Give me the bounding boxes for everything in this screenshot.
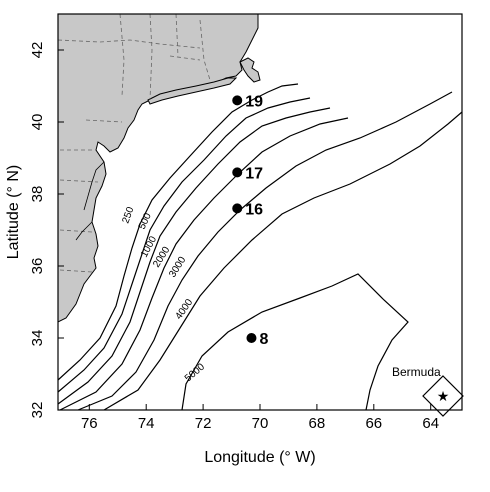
y-tick-label: 38: [29, 186, 46, 203]
isobath-500: [57, 97, 311, 393]
station-label: 17: [245, 165, 263, 182]
x-axis-ticks: 76 74 72 70 68 66 64: [81, 404, 439, 432]
bermuda-box: [422, 375, 464, 417]
isobath-contours: [57, 83, 463, 411]
x-tick-label: 64: [422, 415, 439, 432]
isobath-1000: [57, 107, 331, 405]
x-tick-label: 72: [195, 415, 212, 432]
y-tick-label: 40: [29, 114, 46, 131]
y-tick-label: 34: [29, 330, 46, 347]
isobath-5000: [181, 273, 409, 411]
bay-lines: [75, 161, 105, 241]
x-tick-label: 74: [138, 415, 155, 432]
station-marker: [232, 167, 243, 178]
star-icon: ★: [437, 388, 450, 404]
y-tick-label: 42: [29, 42, 46, 59]
land-mass: [57, 13, 259, 323]
y-tick-label: 32: [29, 402, 46, 419]
station-marker: [232, 95, 243, 106]
x-tick-label: 76: [81, 415, 98, 432]
x-tick-label: 68: [309, 415, 326, 432]
state-borders: [57, 13, 211, 273]
isobath-2000: [59, 117, 349, 411]
station-marker: [246, 333, 257, 343]
x-tick-label: 70: [252, 415, 269, 432]
station-label: 16: [245, 201, 263, 218]
isobath-4000: [103, 111, 463, 411]
x-tick-label: 66: [365, 415, 382, 432]
y-axis-label: Latitude (° N): [5, 165, 22, 259]
isobath-250: [57, 83, 299, 381]
land-layer: [57, 13, 261, 323]
station-label: 19: [245, 93, 263, 110]
long-island: [147, 77, 238, 105]
station-marker: [232, 203, 243, 214]
station-label: 8: [259, 331, 268, 348]
y-axis-ticks: 32 34 36 38 40 42: [29, 42, 64, 419]
y-tick-label: 36: [29, 258, 46, 275]
x-axis-label: Longitude (° W): [204, 449, 315, 466]
cape-cod: [239, 57, 261, 83]
bermuda-marker: ★ Bermuda: [392, 365, 464, 417]
isobath-3000: [77, 91, 453, 411]
bermuda-label: Bermuda: [392, 365, 441, 379]
stations-layer: 19 17 16 8: [232, 93, 268, 348]
